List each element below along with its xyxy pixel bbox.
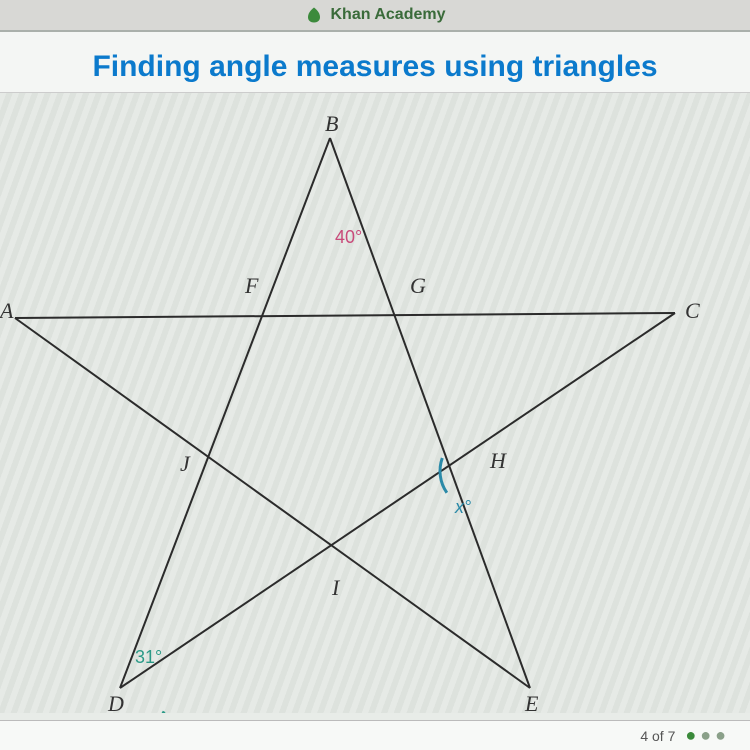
point-label-H: H	[489, 448, 507, 473]
angle-label-H: x°	[454, 497, 471, 517]
angle-arc-D	[146, 711, 164, 713]
point-label-F: F	[244, 273, 259, 298]
line-AE	[15, 318, 530, 688]
star-diagram: 40° 31° x° A B C D E F G H I J	[0, 93, 750, 713]
point-label-E: E	[524, 691, 539, 713]
line-BE	[330, 138, 530, 688]
progress-dot: ●	[700, 725, 715, 745]
angle-label-D: 31°	[135, 647, 162, 667]
angle-arc-H	[440, 458, 447, 493]
progress-dots: ●●●	[685, 725, 730, 746]
progress-dot: ●	[685, 725, 700, 745]
progress-text: 4 of 7	[640, 728, 675, 744]
line-AC	[15, 313, 675, 318]
content-card: Finding angle measures using triangles 4…	[0, 30, 750, 720]
browser-tab-bar: Khan Academy	[0, 0, 750, 30]
point-label-A: A	[0, 298, 14, 323]
progress-dot: ●	[715, 725, 730, 745]
point-label-C: C	[685, 298, 700, 323]
point-label-I: I	[331, 575, 341, 600]
page-title: Finding angle measures using triangles	[0, 32, 750, 93]
site-name: Khan Academy	[331, 6, 446, 24]
diagram-container: 40° 31° x° A B C D E F G H I J	[0, 93, 750, 713]
point-label-G: G	[410, 273, 426, 298]
point-label-D: D	[107, 691, 124, 713]
point-label-B: B	[325, 111, 338, 136]
footer-bar: 4 of 7 ●●●	[0, 720, 750, 750]
line-BD	[120, 138, 330, 688]
angle-label-B: 40°	[335, 227, 362, 247]
line-CD	[120, 313, 675, 688]
leaf-icon	[305, 6, 323, 24]
point-label-J: J	[180, 451, 191, 476]
